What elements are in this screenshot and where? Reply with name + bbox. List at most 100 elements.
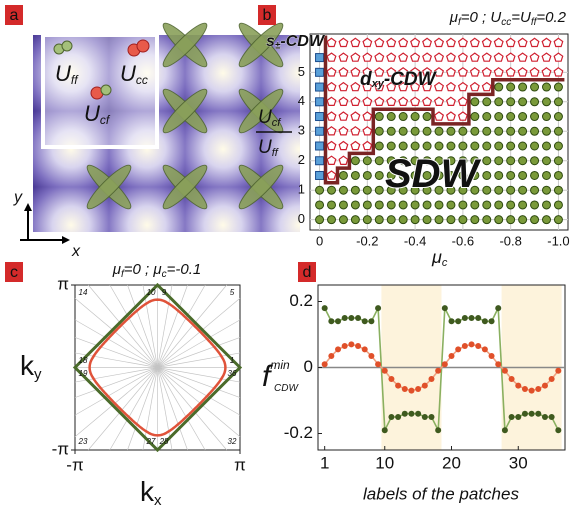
patch-label: 5 xyxy=(230,288,235,297)
phase-point xyxy=(316,83,324,91)
x-tick-label: 0 xyxy=(316,233,323,248)
phase-point xyxy=(554,142,562,150)
patch-label: 9 xyxy=(162,288,167,297)
phase-point xyxy=(495,113,503,121)
data-point xyxy=(495,305,501,311)
y-axis-label: fminCDW xyxy=(262,358,299,393)
data-point xyxy=(328,353,334,359)
phase-point xyxy=(351,201,359,209)
phase-point xyxy=(507,216,515,224)
text-part: U xyxy=(258,107,272,128)
x-tick-label: 1 xyxy=(320,453,329,472)
phase-point xyxy=(375,157,383,165)
phase-point xyxy=(531,186,539,194)
phase-point xyxy=(375,142,383,150)
patch-label: 32 xyxy=(228,437,237,446)
data-point xyxy=(382,368,388,374)
phase-point xyxy=(543,113,551,121)
text-part: -CDW xyxy=(280,33,325,50)
phase-point xyxy=(351,186,359,194)
phase-point xyxy=(543,83,551,91)
phase-point xyxy=(554,157,562,165)
data-point xyxy=(442,361,448,367)
phase-point xyxy=(495,98,503,106)
phase-point xyxy=(399,201,407,209)
y-tick-label: 0 xyxy=(304,357,313,376)
phase-point xyxy=(507,142,515,150)
phase-point xyxy=(531,113,539,121)
data-point xyxy=(382,427,388,433)
phase-point xyxy=(495,186,503,194)
phase-point xyxy=(316,216,324,224)
data-point xyxy=(475,315,481,321)
phase-point xyxy=(316,98,324,106)
patch-label: 10 xyxy=(147,288,156,297)
phase-point xyxy=(459,216,467,224)
data-point xyxy=(388,376,394,382)
data-point xyxy=(542,414,548,420)
phase-point xyxy=(543,201,551,209)
phase-point xyxy=(507,113,515,121)
phase-point xyxy=(411,127,419,135)
phase-point xyxy=(543,127,551,135)
data-point xyxy=(408,388,414,394)
data-point xyxy=(395,414,401,420)
data-point xyxy=(348,315,354,321)
phase-point xyxy=(543,157,551,165)
data-point xyxy=(522,386,528,392)
phase-point xyxy=(435,127,443,135)
subscript: x xyxy=(154,492,162,509)
y-tick-label: 2 xyxy=(298,152,305,167)
phase-point xyxy=(543,98,551,106)
text-part: k xyxy=(20,350,35,381)
text-part: =0 ; U xyxy=(461,9,502,26)
data-point xyxy=(435,427,441,433)
data-point xyxy=(455,346,461,352)
subscript: cc xyxy=(501,17,511,28)
phase-point xyxy=(471,216,479,224)
data-point xyxy=(415,386,421,392)
phase-point xyxy=(471,201,479,209)
phase-point xyxy=(495,83,503,91)
data-point xyxy=(469,315,475,321)
text-part: U xyxy=(84,101,100,126)
phase-point xyxy=(471,113,479,121)
data-point xyxy=(509,414,515,420)
y-axis-label: ky xyxy=(20,350,42,383)
phase-point xyxy=(483,186,491,194)
patch-label: 18 xyxy=(79,356,88,365)
phase-point xyxy=(375,186,383,194)
subscript: c xyxy=(442,257,448,269)
x-tick-label: 20 xyxy=(442,453,461,472)
x-tick-label: π xyxy=(234,455,246,474)
data-point xyxy=(428,376,434,382)
x-tick-label: 10 xyxy=(375,453,394,472)
phase-point xyxy=(495,127,503,135)
subscript: cc xyxy=(136,73,148,87)
data-point xyxy=(422,383,428,389)
panel-label: b xyxy=(263,7,272,24)
phase-point xyxy=(459,201,467,209)
phase-point xyxy=(387,142,395,150)
data-point xyxy=(555,427,561,433)
phase-point xyxy=(447,127,455,135)
phase-point xyxy=(495,142,503,150)
phase-point xyxy=(507,98,515,106)
phase-point xyxy=(519,113,527,121)
y-tick-label: 0 xyxy=(298,211,305,226)
y-tick-label: π xyxy=(57,274,69,293)
phase-point xyxy=(507,171,515,179)
data-point xyxy=(395,383,401,389)
phase-point xyxy=(387,113,395,121)
data-point xyxy=(529,411,535,417)
phase-point xyxy=(519,201,527,209)
phase-point xyxy=(328,186,336,194)
data-point xyxy=(502,368,508,374)
text-part: μ xyxy=(112,261,121,278)
text-part: =0.2 xyxy=(536,9,566,26)
phase-point xyxy=(531,127,539,135)
phase-point xyxy=(435,201,443,209)
phase-point xyxy=(554,216,562,224)
phase-point xyxy=(328,216,336,224)
phase-point xyxy=(507,201,515,209)
